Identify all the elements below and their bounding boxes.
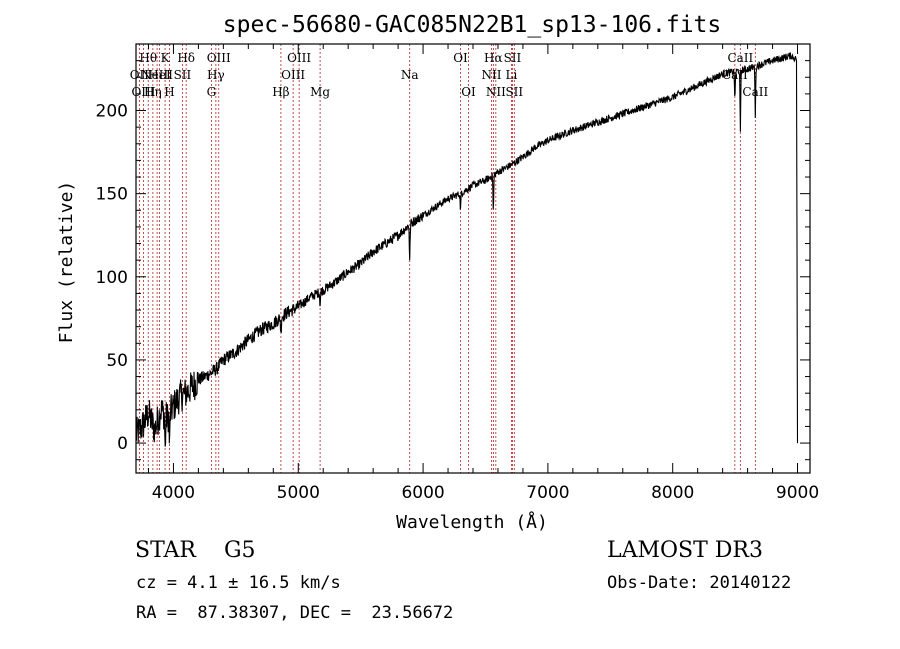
reference-line-label: Na xyxy=(401,68,419,82)
reference-line-label: Mg xyxy=(310,85,330,99)
reference-line-label: NeIII xyxy=(141,68,173,82)
y-tick-label: 200 xyxy=(96,102,128,122)
plot-frame xyxy=(135,43,811,474)
reference-line-label: Hα xyxy=(484,51,503,65)
survey-label: LAMOST DR3 xyxy=(607,538,763,563)
y-axis-ticks: 0 50 100 150 200 xyxy=(96,60,810,461)
reference-line-label: OIII xyxy=(287,51,311,65)
object-class-label: STAR G5 xyxy=(135,538,256,563)
reference-line-label: CaII xyxy=(727,51,753,65)
x-tick-label: 8000 xyxy=(651,483,694,503)
reference-line-label: Hβ xyxy=(272,85,289,99)
reference-line-label: OI xyxy=(461,85,476,99)
reference-line-label: G xyxy=(207,85,217,99)
x-axis-label: Wavelength (Å) xyxy=(396,511,548,533)
reference-line-label: H xyxy=(164,85,174,99)
y-axis-label: Flux (relative) xyxy=(56,181,77,344)
reference-line-label: OII xyxy=(130,68,150,82)
reference-line-label: SII xyxy=(504,51,522,65)
reference-line-label: SII xyxy=(174,68,192,82)
reference-line-label: Hγ xyxy=(207,68,225,82)
reference-line-label: OIII xyxy=(207,51,231,65)
reference-line-label: Hδ xyxy=(177,51,195,65)
reference-line-label: NII xyxy=(486,85,506,99)
reference-line-label: SII xyxy=(505,85,523,99)
coordinates-label: RA = 87.38307, DEC = 23.56672 xyxy=(136,603,454,623)
reference-line-label: Hθ xyxy=(139,51,157,65)
reference-line-label: OI xyxy=(453,51,468,65)
reference-line-labels: OIIOIIIHθHηNeIIIHeIKHSIIHδGHγOIIIHβOIIIO… xyxy=(130,51,769,99)
y-tick-label: 100 xyxy=(96,268,128,288)
reference-line-label: Li xyxy=(506,68,518,82)
chart-title: spec-56680-GAC085N22B1_sp13-106.fits xyxy=(223,12,722,38)
x-tick-label: 7000 xyxy=(526,483,569,503)
x-tick-label: 5000 xyxy=(277,483,320,503)
reference-line-label: HeI xyxy=(148,68,171,82)
x-tick-label: 4000 xyxy=(152,483,195,503)
spectrum-line xyxy=(135,52,799,447)
reference-lines xyxy=(138,44,756,473)
reference-line-label: OIII xyxy=(281,68,305,82)
y-tick-label: 0 xyxy=(117,434,128,454)
x-tick-label: 9000 xyxy=(776,483,819,503)
x-tick-label: 6000 xyxy=(401,483,444,503)
y-tick-label: 50 xyxy=(106,351,128,371)
reference-line-label: K xyxy=(161,51,171,65)
reference-line-label: Hη xyxy=(144,85,162,99)
obs-date-label: Obs-Date: 20140122 xyxy=(607,573,792,593)
y-tick-label: 150 xyxy=(96,185,128,205)
x-axis-ticks: 4000 5000 6000 7000 8000 9000 xyxy=(147,44,819,503)
redshift-label: cz = 4.1 ± 16.5 km/s xyxy=(136,573,341,593)
reference-line-label: OIII xyxy=(131,85,155,99)
reference-line-label: NII xyxy=(481,68,501,82)
